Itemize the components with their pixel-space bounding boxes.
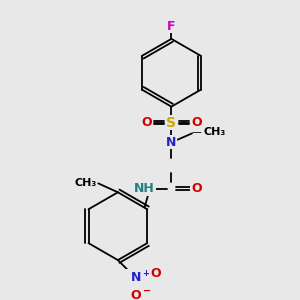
Text: −: − <box>143 286 151 296</box>
Text: O: O <box>141 116 152 129</box>
Text: N: N <box>130 272 141 284</box>
Text: F: F <box>167 20 176 33</box>
Text: O: O <box>150 267 161 280</box>
Text: O: O <box>191 116 202 129</box>
Text: S: S <box>167 116 176 130</box>
Text: O: O <box>130 289 141 300</box>
Text: CH₃: CH₃ <box>203 127 226 136</box>
Text: NH: NH <box>134 182 155 195</box>
Text: —: — <box>191 127 201 136</box>
Text: CH₃: CH₃ <box>74 178 97 188</box>
Text: O: O <box>191 182 202 195</box>
Text: N: N <box>166 136 177 149</box>
Text: +: + <box>142 269 149 278</box>
